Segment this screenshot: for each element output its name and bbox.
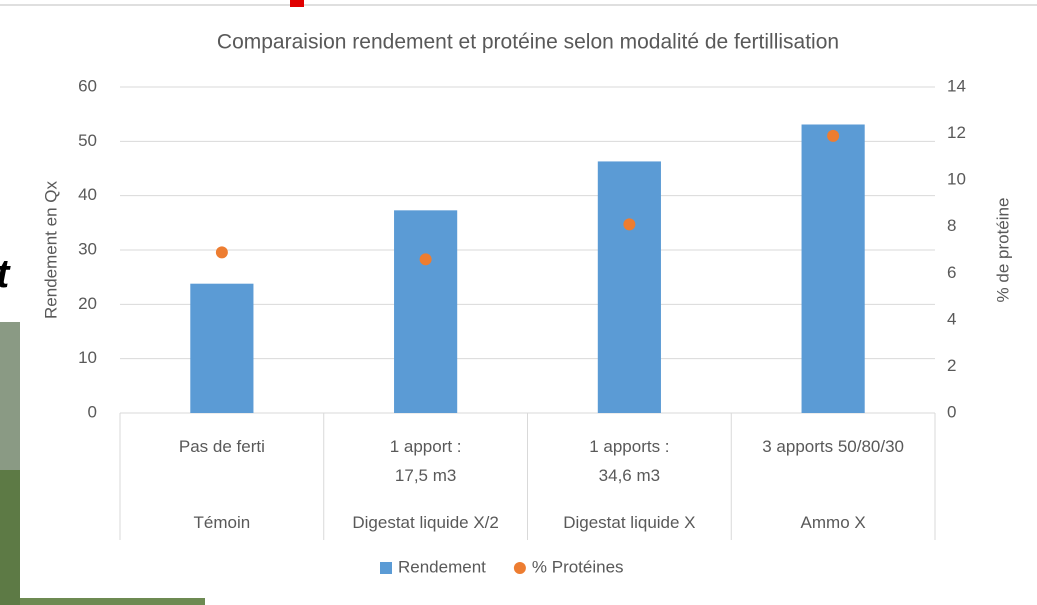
y2-tick-label: 2 — [947, 356, 956, 375]
x-group-label: Ammo X — [800, 513, 866, 532]
bar — [801, 124, 865, 414]
y2-tick-label: 10 — [947, 170, 966, 189]
slide-fragment: t — [0, 252, 9, 297]
slide-photo-edge — [20, 598, 205, 605]
point — [623, 218, 636, 231]
legend-label: % Protéines — [532, 557, 624, 576]
y-tick-label: 20 — [78, 294, 97, 313]
bar — [190, 283, 254, 413]
y-axis-title: Rendement en Qx — [41, 181, 60, 319]
bar — [597, 161, 661, 413]
y2-tick-label: 14 — [947, 76, 966, 95]
legend-swatch — [380, 562, 392, 574]
slide-photo-grass — [0, 470, 20, 605]
x-tick-label: Pas de ferti — [178, 437, 265, 456]
y-tick-label: 0 — [88, 402, 97, 421]
y2-tick-label: 4 — [947, 309, 956, 328]
y-tick-label: 50 — [78, 131, 97, 150]
y2-tick-label: 6 — [947, 263, 956, 282]
y2-tick-label: 8 — [947, 216, 956, 235]
y-tick-label: 10 — [78, 348, 97, 367]
y-tick-label: 40 — [78, 185, 97, 204]
x-tick-label: 1 apport : 17,5 m3 — [389, 437, 462, 485]
legend-swatch — [513, 562, 526, 574]
x-group-label: Digestat liquide X/2 — [352, 513, 499, 532]
x-tick-label: 1 apports : 34,6 m3 — [589, 437, 670, 485]
y-tick-label: 30 — [78, 239, 97, 258]
y2-tick-label: 0 — [947, 402, 956, 421]
x-group-label: Témoin — [193, 513, 251, 532]
point — [215, 246, 228, 259]
y2-axis-title: % de protéine — [993, 198, 1012, 303]
chart-title: Comparaision rendement et protéine selon… — [217, 31, 839, 54]
x-group-label: Digestat liquide X — [563, 513, 696, 532]
bar — [394, 210, 458, 413]
legend-label: Rendement — [398, 557, 486, 576]
x-tick-label: 3 apports 50/80/30 — [762, 437, 905, 456]
point — [419, 253, 432, 266]
y-tick-label: 60 — [78, 76, 97, 95]
point — [827, 129, 840, 142]
y2-tick-label: 12 — [947, 123, 966, 142]
slide-accent — [290, 0, 304, 7]
